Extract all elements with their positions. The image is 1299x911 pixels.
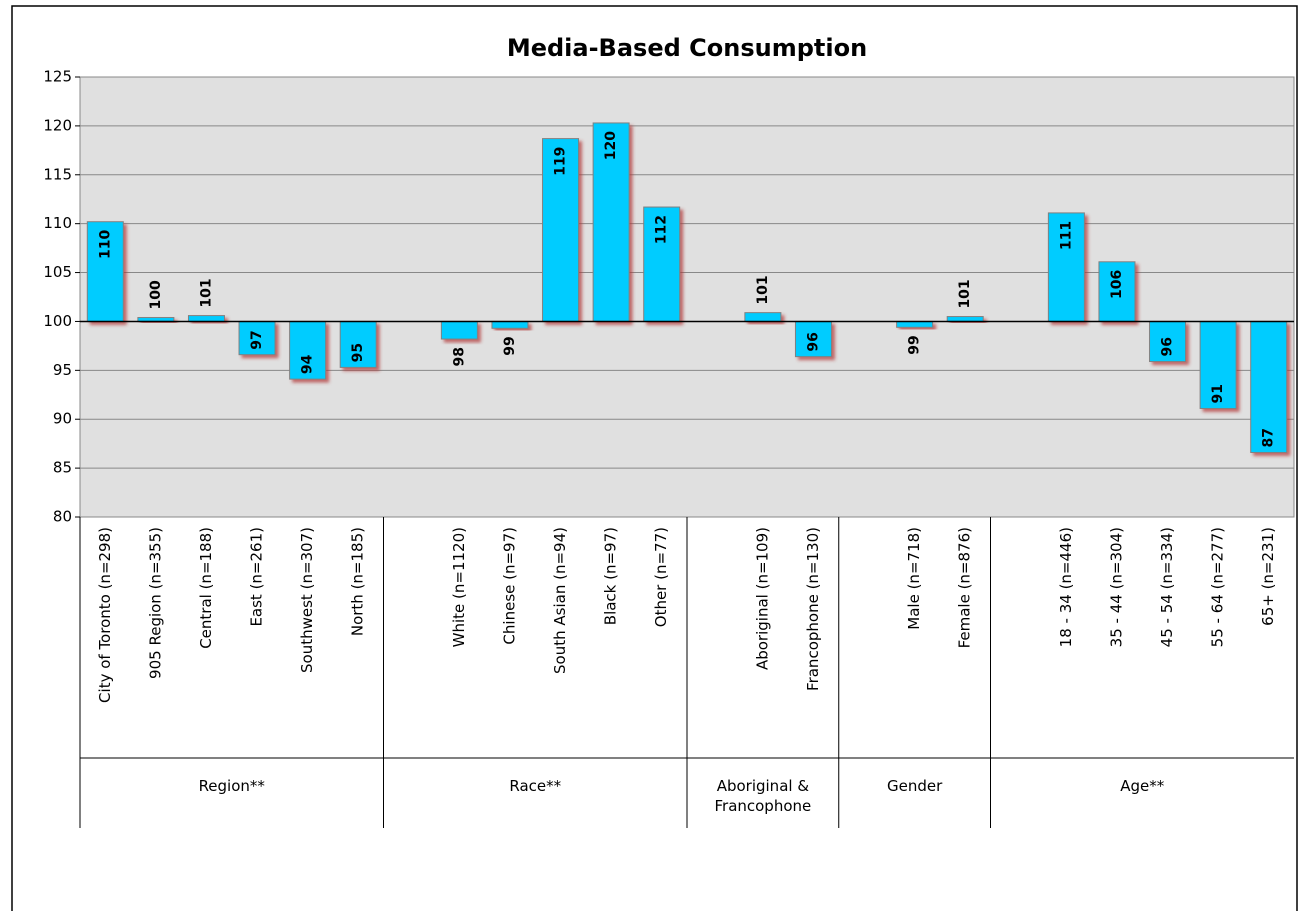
x-tick-label: Francophone (n=130) [804, 527, 822, 691]
value-label: 110 [97, 229, 113, 258]
x-tick-label: Black (n=97) [602, 527, 620, 625]
value-label: 119 [553, 147, 569, 176]
x-tick-label: 905 Region (n=355) [146, 527, 164, 679]
value-label: 111 [1058, 221, 1074, 250]
y-tick-label: 100 [43, 312, 72, 330]
value-label: 100 [148, 280, 164, 309]
y-tick-label: 85 [53, 459, 72, 477]
x-tick-label: Southwest (n=307) [298, 527, 316, 673]
x-tick-label: Aboriginal (n=109) [753, 527, 771, 670]
value-label: 101 [957, 279, 973, 308]
y-tick-label: 120 [43, 116, 72, 134]
x-tick-label: Female (n=876) [956, 527, 974, 648]
x-tick-label: 45 - 54 (n=334) [1158, 527, 1176, 647]
group-label: Region** [198, 777, 265, 795]
y-tick-label: 80 [53, 508, 72, 526]
x-tick-label: 55 - 64 (n=277) [1209, 527, 1227, 647]
x-tick-label: White (n=1120) [450, 527, 468, 647]
group-label: Gender [886, 777, 943, 795]
group-label: Aboriginal & Francophone [714, 777, 812, 815]
x-tick-label: 35 - 44 (n=304) [1107, 527, 1125, 647]
bar [440, 320, 478, 340]
value-label: 96 [1160, 337, 1176, 356]
value-label: 106 [1109, 270, 1125, 299]
y-tick-label: 105 [43, 263, 72, 281]
x-tick-label: Other (n=77) [652, 527, 670, 627]
bar [1149, 320, 1187, 363]
x-tick-label: 18 - 34 (n=446) [1057, 527, 1075, 647]
x-tick-label: Central (n=188) [197, 527, 215, 649]
bar [289, 320, 327, 380]
value-label: 101 [755, 275, 771, 304]
value-label: 112 [654, 215, 670, 244]
x-tick-label: North (n=185) [349, 527, 367, 636]
bar [1098, 261, 1136, 322]
bar [896, 320, 934, 328]
y-tick-label: 90 [53, 410, 72, 428]
bar [187, 315, 225, 322]
value-label: 87 [1261, 428, 1277, 447]
value-label: 99 [907, 335, 923, 354]
value-label: 120 [603, 131, 619, 160]
value-label: 96 [805, 332, 821, 351]
y-tick-label: 95 [53, 361, 72, 379]
value-label: 99 [502, 336, 518, 355]
value-label: 98 [451, 347, 467, 366]
x-tick-label: 65+ (n=231) [1259, 527, 1277, 626]
group-label: Age** [1120, 777, 1165, 795]
x-tick-label: Chinese (n=97) [500, 527, 518, 645]
value-label: 101 [198, 278, 214, 307]
value-label: 97 [249, 330, 265, 349]
y-tick-label: 115 [43, 165, 72, 183]
x-tick-label: City of Toronto (n=298) [96, 527, 114, 703]
bar [1047, 212, 1085, 322]
x-tick-label: South Asian (n=94) [551, 527, 569, 674]
bar [542, 138, 580, 322]
value-label: 95 [350, 343, 366, 362]
bar [491, 320, 529, 329]
chart-title: Media-Based Consumption [507, 34, 867, 62]
bar [1199, 320, 1237, 409]
group-label: Race** [509, 777, 562, 795]
bar [744, 312, 782, 322]
value-label: 91 [1210, 384, 1226, 403]
y-tick-label: 125 [43, 68, 72, 86]
bar [86, 221, 124, 322]
bar [592, 122, 630, 322]
bar [238, 320, 276, 356]
x-tick-label: Male (n=718) [905, 527, 923, 630]
plot-area [79, 76, 1295, 518]
value-label: 94 [300, 354, 316, 374]
x-tick-label: East (n=261) [248, 527, 266, 627]
y-tick-label: 110 [43, 214, 72, 232]
